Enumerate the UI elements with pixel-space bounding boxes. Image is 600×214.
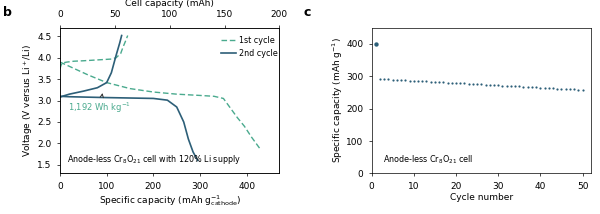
Point [455, 82, 465, 85]
Legend: 1st cycle, 2nd cycle: 1st cycle, 2nd cycle [221, 36, 278, 58]
Point [434, 80, 444, 84]
Point [388, 78, 397, 81]
Point [468, 82, 478, 86]
Point [405, 79, 415, 82]
Point [510, 85, 520, 88]
Point [392, 78, 401, 82]
Point [553, 87, 562, 90]
Point [574, 88, 583, 91]
Point [493, 84, 503, 87]
Point [485, 83, 494, 87]
Point [409, 79, 419, 82]
Y-axis label: Voltage (V versus Li$^+$/Li): Voltage (V versus Li$^+$/Li) [21, 44, 35, 157]
Point [489, 83, 499, 87]
Point [375, 77, 385, 81]
Point [401, 79, 410, 82]
Point [561, 87, 571, 91]
Point [451, 81, 461, 85]
X-axis label: Specific capacity (mAh $\mathregular{g_{cathode}^{-1}}$): Specific capacity (mAh $\mathregular{g_{… [98, 193, 241, 208]
Point [565, 88, 575, 91]
Point [439, 81, 448, 84]
Point [371, 42, 380, 46]
Point [569, 88, 579, 91]
Point [447, 81, 457, 85]
Text: b: b [3, 6, 12, 19]
Y-axis label: Specific capacity (mAh g$^{-1}$): Specific capacity (mAh g$^{-1}$) [330, 38, 344, 163]
Point [536, 86, 545, 89]
Point [426, 80, 436, 83]
Text: Anode-less Cr$_8$O$_{21}$ cell: Anode-less Cr$_8$O$_{21}$ cell [383, 154, 473, 166]
Point [502, 84, 511, 88]
Text: 1,192 Wh kg$^{-1}$: 1,192 Wh kg$^{-1}$ [68, 94, 131, 116]
Point [460, 82, 469, 85]
Point [557, 87, 566, 91]
Point [532, 86, 541, 89]
Point [514, 85, 524, 88]
Point [527, 85, 537, 89]
Point [578, 88, 587, 92]
Point [506, 84, 515, 88]
Point [418, 79, 427, 83]
Point [497, 84, 507, 87]
X-axis label: Cycle number: Cycle number [450, 193, 513, 202]
Point [430, 80, 440, 84]
Point [422, 80, 431, 83]
Point [476, 83, 486, 86]
Text: c: c [303, 6, 310, 19]
Point [443, 81, 452, 84]
Point [523, 85, 533, 89]
Point [379, 77, 389, 81]
Point [544, 86, 554, 90]
Point [413, 79, 423, 83]
X-axis label: Cell capacity (mAh): Cell capacity (mAh) [125, 0, 214, 8]
Point [518, 85, 528, 88]
Point [397, 78, 406, 82]
Point [383, 78, 393, 81]
Point [464, 82, 473, 85]
Point [540, 86, 550, 89]
Point [481, 83, 490, 86]
Point [472, 82, 482, 86]
Point [548, 87, 558, 90]
Text: Anode-less Cr$_8$O$_{21}$ cell with 120% Li supply: Anode-less Cr$_8$O$_{21}$ cell with 120%… [67, 153, 241, 166]
